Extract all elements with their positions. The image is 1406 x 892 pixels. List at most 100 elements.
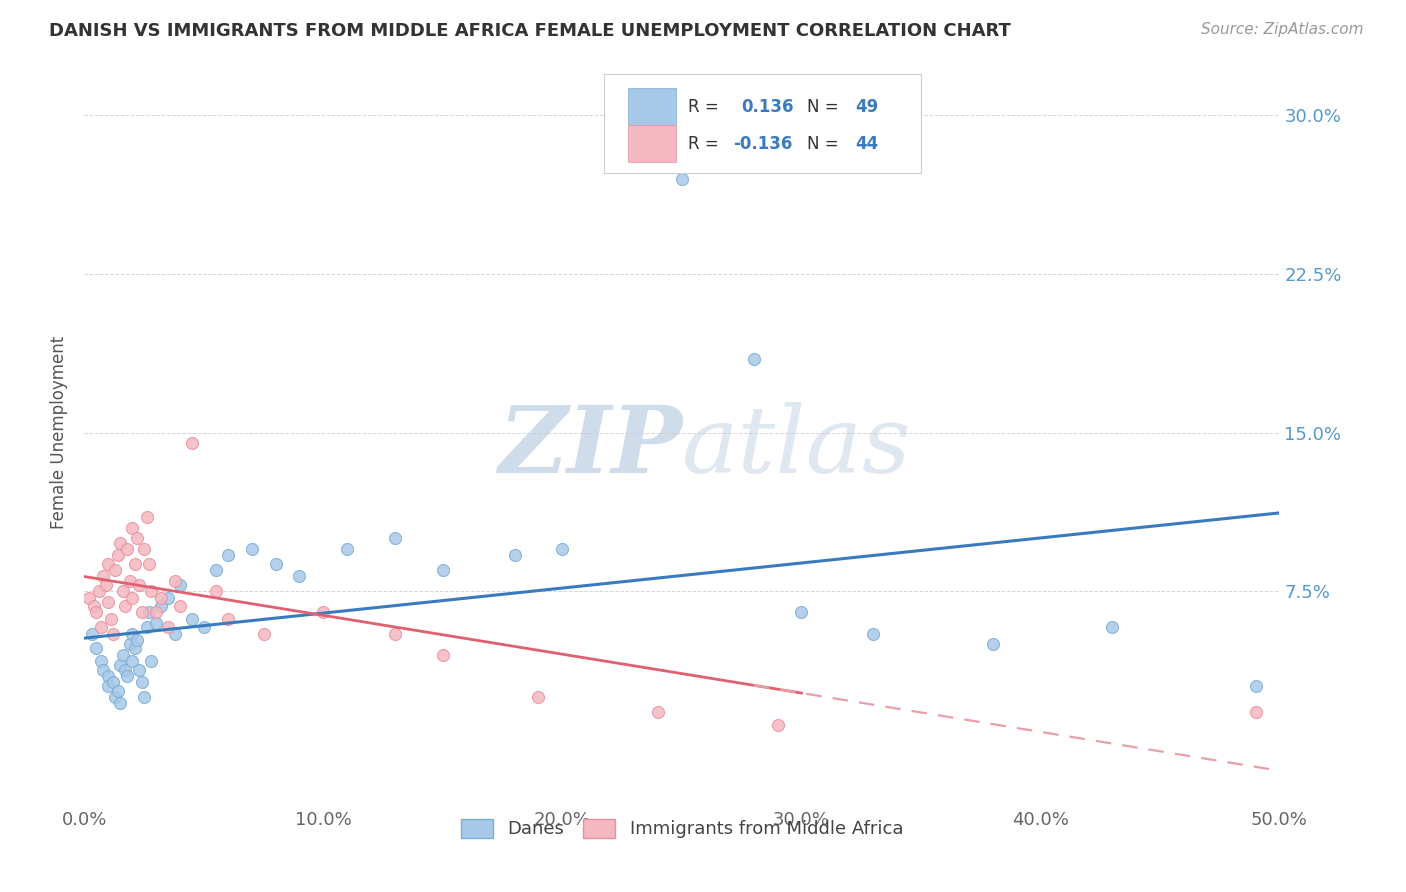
Point [205, 563, 228, 577]
Point [647, 705, 669, 719]
Point [125, 532, 148, 546]
Point [312, 606, 335, 620]
Point [97, 557, 120, 571]
Point [384, 626, 406, 640]
Point [124, 641, 146, 656]
Point [117, 669, 139, 683]
Point [77, 591, 100, 605]
Point [97, 669, 120, 683]
Point [132, 541, 156, 556]
Point [87, 584, 110, 599]
Text: N =: N = [807, 98, 839, 116]
Point [97, 680, 120, 694]
Point [128, 578, 150, 592]
Point [157, 591, 180, 605]
Point [114, 663, 136, 677]
Point [149, 591, 172, 605]
Point [100, 612, 122, 626]
Point [110, 535, 132, 549]
Point [125, 632, 148, 647]
Bar [628, 88, 676, 126]
Point [790, 606, 813, 620]
Point [205, 584, 228, 599]
Text: atlas: atlas [682, 402, 911, 492]
Point [165, 626, 187, 640]
Point [181, 436, 204, 450]
Point [118, 637, 141, 651]
Text: -0.136: -0.136 [734, 135, 793, 153]
Point [264, 557, 287, 571]
Point [121, 521, 143, 535]
Point [165, 574, 187, 588]
Text: N =: N = [807, 135, 839, 153]
Point [83, 599, 105, 613]
Point [104, 563, 127, 577]
Point [90, 620, 112, 634]
Point [101, 626, 124, 640]
Point [1244, 680, 1267, 694]
Point [181, 612, 204, 626]
Point [114, 599, 136, 613]
Point [128, 663, 150, 677]
Point [169, 578, 191, 592]
Point [1244, 705, 1267, 719]
Point [551, 541, 574, 556]
Point [110, 658, 132, 673]
Point [742, 351, 765, 366]
Text: DANISH VS IMMIGRANTS FROM MIDDLE AFRICA FEMALE UNEMPLOYMENT CORRELATION CHART: DANISH VS IMMIGRANTS FROM MIDDLE AFRICA … [49, 22, 1011, 40]
Point [527, 690, 550, 704]
Point [432, 648, 454, 662]
Text: Source: ZipAtlas.com: Source: ZipAtlas.com [1201, 22, 1364, 37]
Point [145, 606, 167, 620]
Point [135, 510, 157, 524]
Text: 44: 44 [855, 135, 879, 153]
Point [217, 549, 239, 563]
Point [432, 563, 454, 577]
Y-axis label: Female Unemployment: Female Unemployment [51, 336, 69, 529]
Point [101, 675, 124, 690]
Point [336, 541, 359, 556]
Text: 0.136: 0.136 [742, 98, 794, 116]
Point [138, 557, 160, 571]
Point [93, 663, 115, 677]
Text: ZIP: ZIP [498, 402, 682, 492]
Point [97, 595, 120, 609]
Point [138, 606, 160, 620]
FancyBboxPatch shape [605, 73, 921, 173]
Point [86, 641, 108, 656]
Point [288, 569, 311, 583]
Point [145, 615, 167, 630]
Point [111, 584, 134, 599]
Text: R =: R = [688, 135, 718, 153]
Point [193, 620, 215, 634]
Point [94, 578, 117, 592]
Point [80, 626, 103, 640]
Point [671, 171, 693, 186]
Point [132, 690, 156, 704]
Bar [628, 126, 676, 162]
Point [118, 574, 141, 588]
Point [141, 584, 163, 599]
Point [86, 606, 108, 620]
Point [131, 675, 153, 690]
Point [121, 591, 143, 605]
Point [111, 648, 134, 662]
Point [110, 697, 132, 711]
Point [107, 683, 129, 698]
Point [93, 569, 115, 583]
Point [121, 654, 143, 668]
Point [766, 717, 789, 731]
Point [157, 620, 180, 634]
Point [121, 626, 143, 640]
Point [1101, 620, 1123, 634]
Point [981, 637, 1004, 651]
Point [117, 541, 139, 556]
Point [104, 690, 127, 704]
Point [384, 532, 406, 546]
Point [107, 549, 129, 563]
Text: 49: 49 [855, 98, 879, 116]
Point [253, 626, 276, 640]
Point [169, 599, 191, 613]
Point [135, 620, 157, 634]
Legend: Danes, Immigrants from Middle Africa: Danes, Immigrants from Middle Africa [454, 812, 910, 846]
